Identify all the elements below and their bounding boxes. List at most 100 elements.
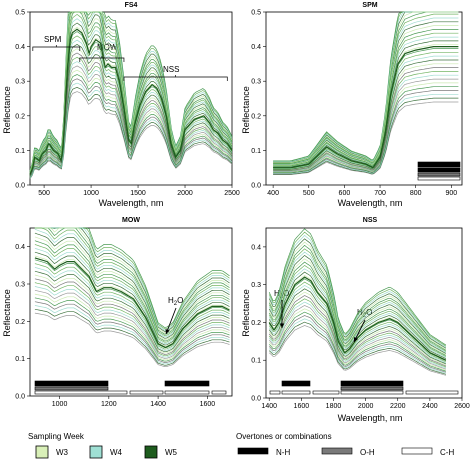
- mow-spectrum-line: [34, 259, 230, 349]
- nss-overtone-bar-ch-2: [281, 390, 311, 395]
- mow-overtone-bar-oh: [34, 386, 109, 391]
- spm-spectrum-line: [273, 13, 459, 164]
- nss-spectrum-line: [268, 305, 447, 370]
- spm-spectrum-line: [273, 40, 459, 168]
- spm-spectrum-line: [273, 48, 459, 169]
- mow-spectrum-line: [34, 227, 230, 336]
- nss-h2o-label-2-o: O: [366, 308, 372, 317]
- mow-h2o-label: H2O: [168, 296, 183, 307]
- nss-spectrum-line: [268, 288, 447, 365]
- mow-spectrum-line: [34, 305, 230, 365]
- fs4-y-tick-label: 0.4: [15, 44, 25, 51]
- mow-spectrum-line: [34, 308, 230, 366]
- spm-x-tick-label: 400: [267, 190, 279, 197]
- nss-h2o-label-1-o: O: [283, 289, 289, 298]
- mow-spectrum-line: [34, 247, 230, 345]
- legend-swatch-nh: [237, 447, 269, 455]
- mow-h2o-label-sub: 2: [174, 301, 178, 307]
- mow-spectrum-line: [34, 251, 230, 346]
- nss-spectrum-line: [268, 295, 447, 367]
- nss-h2o-label-2-sub: 2: [363, 313, 367, 319]
- spm-spectrum-line: [273, 71, 459, 172]
- legend-swatch-oh: [321, 447, 353, 455]
- nss-spectrum-line: [268, 248, 447, 352]
- fs4-y-tick-label: 0.0: [15, 183, 25, 190]
- mow-y-tick-label: 0.0: [15, 394, 25, 401]
- spm-y-axis-label: Reflectance: [241, 86, 251, 134]
- mow-x-tick-label: 1000: [52, 401, 68, 408]
- spm-spectrum-line: [273, 11, 459, 162]
- spm-spectrum-line: [273, 59, 459, 170]
- nss-overtone-bar-ch-3: [312, 390, 340, 395]
- nss-y-tick-label: 0.2: [251, 320, 261, 327]
- spm-overtone-bar-oh: [417, 172, 461, 177]
- spm-y-tick-label: 0.0: [251, 183, 261, 190]
- legend-bonds-title: Overtones or combinations: [236, 432, 332, 441]
- nss-spectrum-line: [268, 291, 447, 366]
- fs4-y-tick-label: 0.1: [15, 148, 25, 155]
- mow-plot-frame: [29, 227, 233, 397]
- mow-spectrum-line: [34, 228, 230, 338]
- mow-spectrum-line: [34, 301, 230, 363]
- nss-overtone-bar-nh: [281, 380, 311, 387]
- legend-label-nh: N-H: [276, 448, 290, 457]
- spm-spectrum-line: [273, 32, 459, 167]
- legend-swatch-w3: [35, 445, 49, 459]
- spm-overtone-bar-nh: [417, 161, 461, 168]
- spm-x-tick-label: 800: [410, 190, 422, 197]
- mow-spectrum-line: [34, 236, 230, 340]
- nss-x-tick-label: 2200: [390, 403, 406, 410]
- fs4-mean-spectrum-line: [29, 28, 233, 175]
- nss-spectrum-line: [268, 281, 447, 363]
- spm-spectrum-line: [273, 93, 459, 175]
- nss-spectrum-line: [268, 274, 447, 361]
- legend-label-w5: W5: [165, 448, 178, 457]
- spm-spectrum-line: [273, 97, 459, 175]
- panel-title-mow: MOW: [122, 217, 140, 224]
- nss-h2o-arrow-1-head: [279, 323, 285, 328]
- fs4-x-tick-label: 1000: [83, 190, 99, 197]
- mow-x-tick-label: 1600: [200, 401, 216, 408]
- spm-spectra-group: [273, 11, 459, 175]
- mow-spectrum-line: [34, 263, 230, 350]
- nss-y-tick-label: 0.1: [251, 358, 261, 365]
- nss-spectrum-line: [268, 308, 447, 371]
- mow-y-tick-label: 0.3: [15, 282, 25, 289]
- spm-spectrum-line: [273, 11, 459, 164]
- legend-label-oh: O-H: [360, 448, 375, 457]
- spm-y-tick-label: 0.5: [251, 10, 261, 17]
- spm-y-tick-label: 0.1: [251, 148, 261, 155]
- nss-y-axis-label: Reflectance: [241, 289, 251, 337]
- fs4-x-tick-label: 2000: [177, 190, 193, 197]
- nss-spectrum-line: [268, 311, 447, 372]
- mow-spectrum-line: [34, 232, 230, 339]
- nss-y-tick-label: 0.0: [251, 396, 261, 403]
- nss-spectrum-line: [268, 241, 447, 350]
- nss-x-tick-label: 2600: [454, 403, 470, 410]
- mow-h2o-arrow-head: [165, 329, 170, 334]
- nss-spectrum-line: [268, 284, 447, 364]
- spm-spectrum-line: [273, 11, 459, 162]
- nss-spectrum-line: [268, 321, 447, 375]
- spm-spectrum-line: [273, 21, 459, 165]
- nss-spectrum-line: [268, 301, 447, 369]
- mow-h2o-arrow-shaft: [165, 307, 177, 335]
- mow-h2o-label-o: O: [177, 296, 183, 305]
- mow-spectrum-line: [34, 278, 230, 355]
- panel-title-nss: NSS: [363, 217, 378, 224]
- mow-overtone-bar-nh-2: [164, 380, 210, 387]
- spm-spectrum-line: [273, 90, 459, 174]
- spm-spectrum-line: [273, 25, 459, 166]
- mow-x-tick-label: 1200: [101, 401, 117, 408]
- mow-spectrum-line: [34, 289, 230, 359]
- nss-x-tick-label: 1400: [261, 403, 277, 410]
- mow-overtone-bar-nh: [34, 380, 109, 387]
- legend-swatch-w4: [89, 445, 103, 459]
- spm-y-tick-label: 0.4: [251, 44, 261, 51]
- legend-swatch-w5: [144, 445, 158, 459]
- nss-h2o-label-2-h: H: [357, 308, 363, 317]
- fs4-y-tick-label: 0.5: [15, 10, 25, 17]
- mow-overtone-bar-ch-2: [129, 390, 164, 395]
- nss-x-axis-label: Wavelength, nm: [338, 413, 403, 423]
- spm-spectrum-line: [273, 51, 459, 169]
